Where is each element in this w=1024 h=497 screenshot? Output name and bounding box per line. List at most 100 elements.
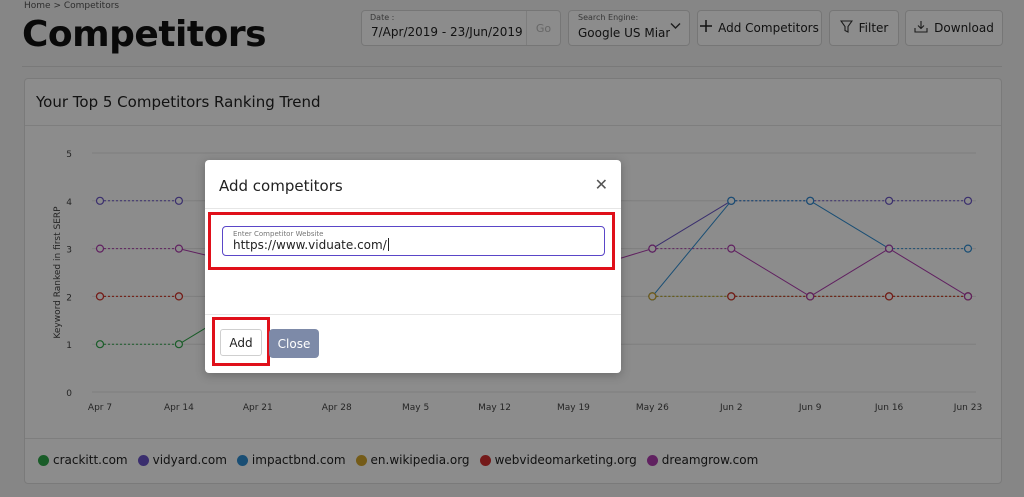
- add-competitors-label: Add Competitors: [718, 21, 819, 35]
- data-point: [884, 196, 894, 205]
- date-range-picker[interactable]: Date : 7/Apr/2019 - 23/Jun/2019 Go: [361, 10, 561, 46]
- legend-dot-icon: [479, 454, 491, 466]
- card-divider: [25, 125, 1001, 126]
- data-point: [727, 244, 736, 253]
- data-point: [884, 292, 894, 301]
- y-tick-label: 5: [66, 150, 72, 160]
- add-button-highlight: Add: [212, 317, 270, 366]
- x-tick-label: Apr 21: [243, 403, 273, 413]
- x-tick-label: May 26: [636, 403, 669, 413]
- data-point: [174, 340, 184, 349]
- data-point: [727, 292, 736, 301]
- date-value: 7/Apr/2019 - 23/Jun/2019: [371, 25, 523, 39]
- data-point: [963, 244, 973, 253]
- data-point: [806, 292, 815, 301]
- legend-item[interactable]: dreamgrow.com: [646, 453, 759, 467]
- data-point: [884, 244, 894, 253]
- date-label: Date :: [370, 13, 395, 22]
- legend-item[interactable]: impactbnd.com: [236, 453, 346, 467]
- legend-dot-icon: [38, 454, 49, 466]
- legend-dot-icon: [137, 454, 149, 466]
- data-point: [174, 244, 184, 253]
- chevron-down-icon: [670, 22, 681, 33]
- x-tick-label: Apr 14: [164, 403, 194, 413]
- breadcrumb: Home > Competitors: [24, 1, 120, 11]
- data-point: [95, 244, 105, 253]
- x-tick-label: May 19: [557, 403, 590, 413]
- modal-header-divider: [205, 208, 621, 209]
- data-point: [963, 292, 973, 301]
- competitor-website-input[interactable]: Enter Competitor Website https://www.vid…: [222, 226, 605, 256]
- legend-label: vidyard.com: [152, 453, 227, 467]
- modal-footer-divider: [205, 314, 621, 315]
- y-tick-label: 3: [66, 246, 72, 256]
- filter-button[interactable]: Filter: [829, 10, 899, 46]
- data-point: [95, 292, 105, 301]
- legend-item[interactable]: vidyard.com: [137, 453, 227, 467]
- legend-label: webvideomarketing.org: [494, 453, 637, 467]
- y-tick-label: 0: [66, 389, 72, 399]
- competitor-website-label: Enter Competitor Website: [233, 230, 324, 238]
- go-button[interactable]: Go: [526, 11, 560, 45]
- close-icon[interactable]: ✕: [594, 175, 608, 194]
- header-divider: [22, 66, 1002, 67]
- chart-title: Your Top 5 Competitors Ranking Trend: [36, 93, 321, 111]
- legend-item[interactable]: en.wikipedia.org: [355, 453, 470, 467]
- legend-label: dreamgrow.com: [661, 453, 759, 467]
- y-tick-label: 4: [66, 198, 72, 208]
- filter-icon: [839, 19, 853, 37]
- data-point: [648, 292, 657, 301]
- legend-dot-icon: [236, 454, 248, 466]
- legend-label: crackitt.com: [53, 453, 128, 467]
- page-title: Competitors: [22, 14, 267, 55]
- competitor-website-value: https://www.viduate.com/: [233, 238, 389, 252]
- y-tick-label: 2: [66, 293, 72, 303]
- data-point: [95, 196, 105, 205]
- y-tick-label: 1: [66, 341, 72, 351]
- data-point: [727, 196, 736, 205]
- data-point: [648, 244, 657, 253]
- search-engine-value: Google US Miami: [578, 26, 670, 40]
- search-engine-label: Search Engine:: [578, 13, 639, 22]
- search-engine-select[interactable]: Search Engine: Google US Miami: [568, 10, 690, 46]
- download-label: Download: [934, 21, 994, 35]
- field-highlight: Enter Competitor Website https://www.vid…: [208, 212, 615, 270]
- plus-icon: [700, 20, 713, 36]
- filter-label: Filter: [858, 21, 889, 35]
- text-caret: [387, 238, 389, 251]
- ranking-trend-chart: 0 1 2 3 4 5 Keyword Ranked in first SERP Apr 7 A…: [53, 150, 982, 413]
- x-tick-label: Jun 2: [719, 403, 743, 413]
- add-competitors-button[interactable]: Add Competitors: [697, 10, 822, 46]
- series-line-segment: [809, 200, 890, 250]
- data-point: [806, 196, 815, 205]
- x-tick-label: Apr 7: [88, 403, 112, 413]
- x-tick-label: Jun 16: [874, 403, 904, 413]
- y-axis-label: Keyword Ranked in first SERP: [53, 206, 63, 339]
- series-line-segment: [731, 248, 811, 297]
- download-button[interactable]: Download: [905, 10, 1003, 46]
- legend-label: en.wikipedia.org: [370, 453, 470, 467]
- modal-title: Add competitors: [219, 177, 343, 195]
- legend-item[interactable]: webvideomarketing.org: [479, 453, 637, 467]
- close-button[interactable]: Close: [269, 329, 319, 358]
- series-line-segment: [888, 248, 969, 297]
- download-icon: [914, 20, 928, 37]
- chart-legend: crackitt.com vidyard.com impactbnd.com en.w…: [38, 453, 758, 467]
- x-tick-label: Jun 23: [953, 403, 982, 413]
- add-button[interactable]: Add: [220, 329, 262, 356]
- series-line-segment: [809, 248, 890, 297]
- data-point: [963, 196, 973, 205]
- legend-dot-icon: [355, 454, 367, 466]
- legend-item[interactable]: crackitt.com: [38, 453, 128, 467]
- x-tick-label: Jun 9: [798, 403, 822, 413]
- data-point: [95, 340, 105, 349]
- legend-dot-icon: [646, 454, 658, 466]
- x-tick-label: May 12: [478, 403, 511, 413]
- series-line-segment: [652, 200, 732, 250]
- legend-divider: [25, 438, 1001, 439]
- x-tick-label: Apr 28: [322, 403, 352, 413]
- data-point: [174, 196, 184, 205]
- series-line-segment: [651, 200, 732, 297]
- data-point: [174, 292, 184, 301]
- x-tick-label: May 5: [402, 403, 429, 413]
